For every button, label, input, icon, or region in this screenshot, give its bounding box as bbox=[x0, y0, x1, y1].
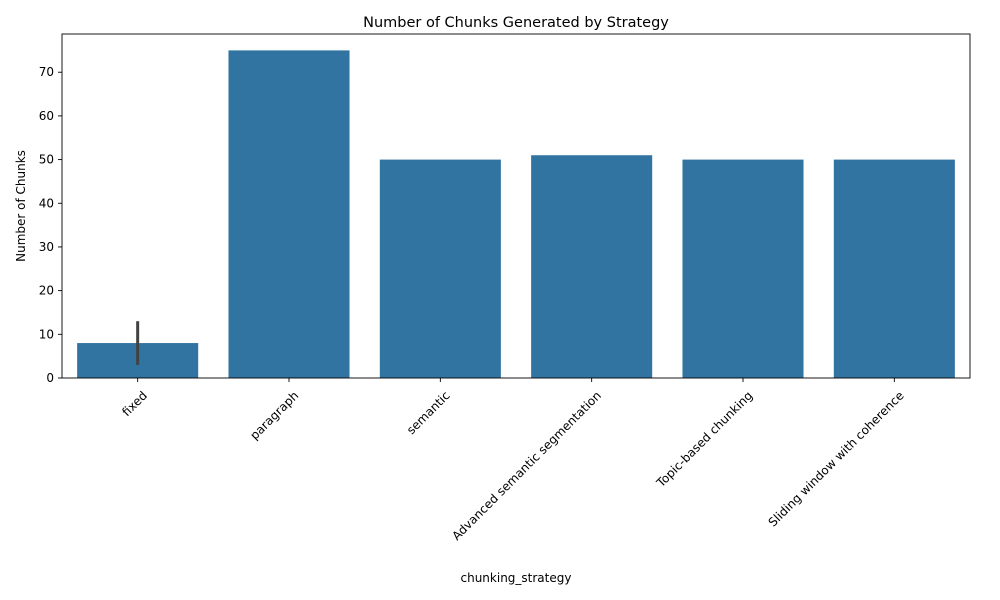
plot-area: 0 10 20 30 40 50 60 70 fixed paragraph semanticAdv… bbox=[39, 33, 971, 543]
x-tick-label-0: fixed bbox=[119, 388, 150, 419]
y-tick-label-5: 50 bbox=[39, 153, 54, 167]
y-tick-label-2: 20 bbox=[39, 284, 54, 298]
y-tick-label-0: 0 bbox=[46, 371, 54, 385]
y-axis-label: Number of Chunks bbox=[14, 150, 28, 262]
bar-5 bbox=[833, 159, 955, 378]
axes-frame bbox=[61, 33, 971, 379]
bar-4 bbox=[682, 159, 804, 378]
x-tick-label-4: Topic-based chunking bbox=[653, 388, 755, 490]
bar-3 bbox=[531, 155, 653, 378]
chart-title: Number of Chunks Generated by Strategy bbox=[363, 15, 669, 31]
x-tick-label-1: paragraph bbox=[247, 388, 301, 442]
x-tick-label-5: Sliding window with coherence bbox=[766, 388, 907, 529]
y-tick-label-7: 70 bbox=[39, 65, 54, 79]
bar-1 bbox=[228, 50, 350, 378]
bar-2 bbox=[379, 159, 501, 378]
y-tick-label-4: 40 bbox=[39, 196, 54, 210]
x-axis-label: chunking_strategy bbox=[461, 571, 572, 585]
y-tick-label-6: 60 bbox=[39, 109, 54, 123]
x-tick-label-2: semantic bbox=[404, 388, 453, 437]
y-tick-label-3: 30 bbox=[39, 240, 54, 254]
x-tick-label-3: Advanced semantic segmentation bbox=[449, 388, 604, 543]
y-tick-label-1: 10 bbox=[39, 327, 54, 341]
